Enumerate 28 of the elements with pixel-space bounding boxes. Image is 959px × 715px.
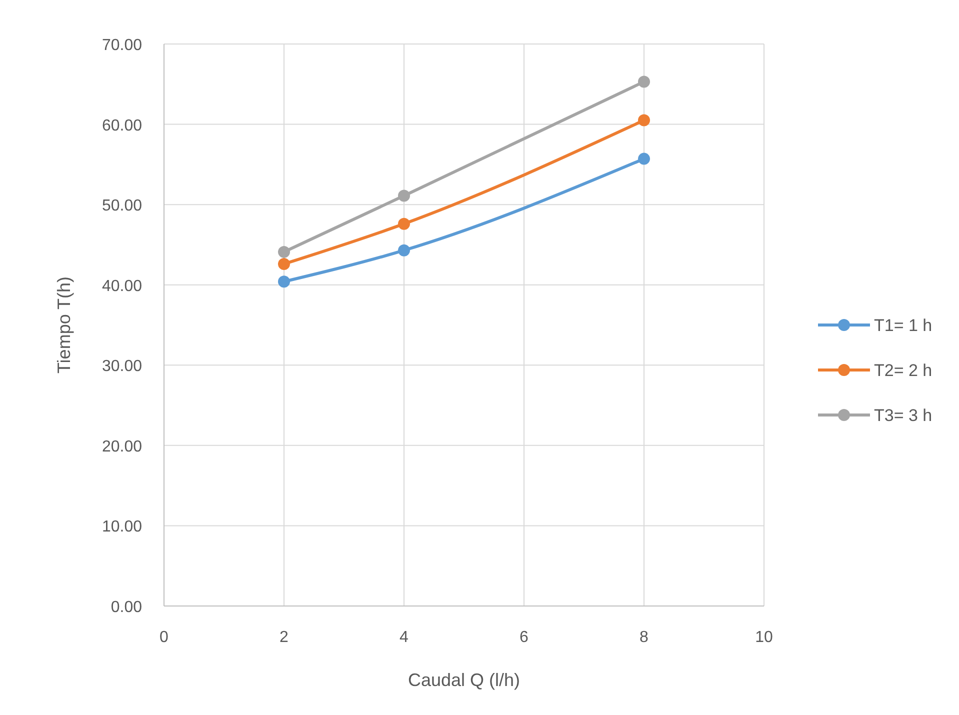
y-axis-title: Tiempo T(h) (54, 276, 74, 374)
x-tick-label: 4 (400, 629, 409, 646)
x-axis-title: Caudal Q (l/h) (408, 670, 520, 690)
y-tick-label: 50.00 (102, 198, 142, 215)
x-tick-label: 0 (160, 629, 169, 646)
x-tick-label: 2 (280, 629, 289, 646)
x-tick-label: 6 (520, 629, 529, 646)
y-tick-label: 40.00 (102, 278, 142, 295)
legend-label: T3= 3 h (874, 406, 932, 425)
legend-label: T2= 2 h (874, 361, 932, 380)
legend-label: T1= 1 h (874, 316, 932, 335)
x-tick-label: 10 (755, 629, 773, 646)
y-tick-label: 10.00 (102, 518, 142, 536)
point (398, 218, 410, 230)
y-tick-label: 70.00 (102, 37, 142, 54)
point (278, 246, 290, 258)
y-tick-label: 0.00 (110, 599, 142, 616)
point (278, 258, 290, 270)
point (398, 190, 410, 202)
point (638, 152, 650, 165)
point (398, 244, 410, 256)
x-tick-label: 8 (640, 629, 649, 646)
point (638, 76, 650, 88)
point (278, 276, 290, 288)
y-tick-label: 20.00 (102, 438, 142, 456)
y-tick-label: 30.00 (102, 358, 142, 376)
point (638, 114, 650, 126)
y-tick-label: 60.00 (102, 117, 142, 134)
